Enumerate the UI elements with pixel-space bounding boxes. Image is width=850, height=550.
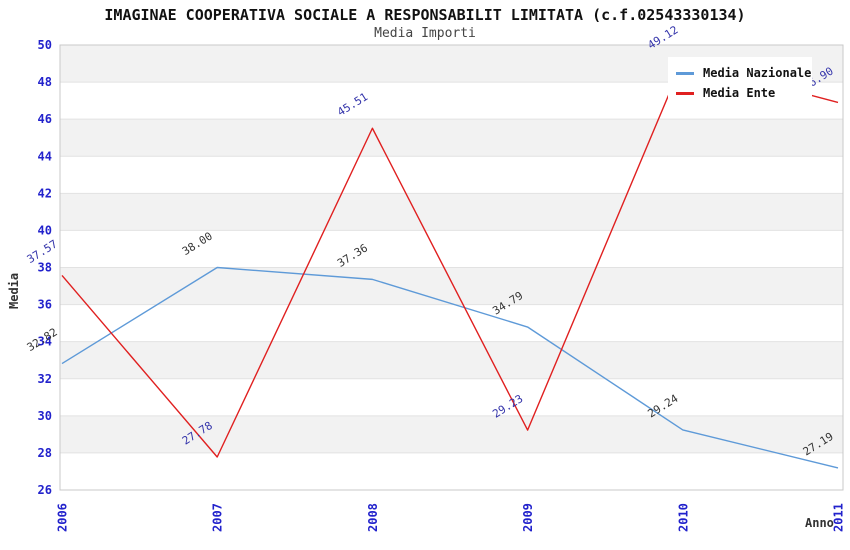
legend-label-ente: Media Ente <box>703 86 776 100</box>
plot-band <box>60 415 843 453</box>
plot-band <box>60 452 843 490</box>
plot-band <box>60 156 843 194</box>
chart-title: IMAGINAE COOPERATIVA SOCIALE A RESPONSAB… <box>104 6 746 24</box>
legend-entry-media-nazionale: Media Nazionale <box>676 63 812 83</box>
legend-label-nazionale: Media Nazionale <box>703 66 812 80</box>
plot-band <box>60 304 843 342</box>
y-tick-label: 50 <box>38 38 52 52</box>
x-tick-label: 2010 <box>676 503 690 532</box>
y-tick-label: 48 <box>38 75 52 89</box>
y-tick-label: 32 <box>38 372 52 386</box>
y-tick-label: 26 <box>38 483 52 497</box>
y-tick-label: 36 <box>38 298 52 312</box>
x-tick-label: 2009 <box>521 503 535 532</box>
plot-band <box>60 230 843 268</box>
plot-band <box>60 267 843 305</box>
x-tick-label: 2006 <box>56 503 70 532</box>
y-tick-label: 30 <box>38 409 52 423</box>
y-tick-label: 46 <box>38 112 52 126</box>
y-tick-label: 42 <box>38 186 52 200</box>
y-tick-label: 40 <box>38 223 52 237</box>
plot-band <box>60 341 843 379</box>
plot-band <box>60 378 843 416</box>
chart-subtitle: Media Importi <box>374 26 476 41</box>
y-axis-title: Media <box>7 272 21 309</box>
legend-line-sample-ente-icon <box>676 91 694 95</box>
plot-band <box>60 119 843 157</box>
plot-band <box>60 193 843 231</box>
y-tick-label: 44 <box>38 149 52 163</box>
y-tick-label: 28 <box>38 446 52 460</box>
data-label: 32.82 <box>25 326 60 355</box>
x-tick-label: 2008 <box>366 503 380 532</box>
legend: Media Nazionale Media Ente <box>668 57 812 109</box>
x-axis-title: Anno <box>805 516 834 530</box>
x-tick-label: 2011 <box>832 503 846 532</box>
y-tick-label: 38 <box>38 261 52 275</box>
x-tick-label: 2007 <box>211 503 225 532</box>
y-tick-label: 34 <box>38 335 52 349</box>
plot-border <box>59 44 844 491</box>
legend-entry-media-ente: Media Ente <box>676 83 812 103</box>
legend-line-sample-nazionale-icon <box>676 71 694 75</box>
series-line-nazionale <box>61 266 839 469</box>
